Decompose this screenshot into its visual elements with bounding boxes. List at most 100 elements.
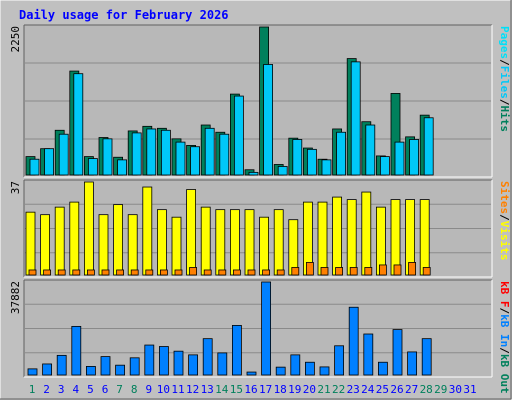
bar-sites-day-8 <box>130 269 139 276</box>
bar-kb-in-day-9 <box>144 344 155 376</box>
bar-files-day-9 <box>146 128 157 176</box>
day-label-24: 24 <box>361 383 375 396</box>
day-label-5: 5 <box>87 383 94 396</box>
day-label-18: 18 <box>274 383 287 396</box>
day-label-15: 15 <box>230 383 243 396</box>
bar-kb-in-day-28 <box>421 338 432 376</box>
day-label-23: 23 <box>347 383 360 396</box>
bar-sites-day-2 <box>43 269 51 276</box>
bar-kb-in-day-12 <box>188 354 199 376</box>
day-label-31: 31 <box>463 383 476 396</box>
bar-kb-in-day-24 <box>363 333 374 376</box>
day-label-19: 19 <box>288 383 301 396</box>
bar-files-day-10 <box>160 129 171 176</box>
bar-files-day-24 <box>365 124 376 176</box>
bar-files-day-18 <box>277 166 288 176</box>
bar-kb-in-day-23 <box>348 306 359 376</box>
bar-sites-day-4 <box>72 269 81 276</box>
day-label-10: 10 <box>157 383 170 396</box>
legend-part: Hits <box>498 106 511 133</box>
day-label-27: 27 <box>405 383 418 396</box>
bar-files-day-14 <box>219 133 230 176</box>
day-label-2: 2 <box>43 383 50 396</box>
bar-sites-day-9 <box>145 269 154 276</box>
bar-kb-in-day-15 <box>231 325 242 376</box>
bar-visits-day-22 <box>332 196 343 276</box>
bar-files-day-4 <box>73 73 84 176</box>
day-label-8: 8 <box>131 383 138 396</box>
bar-sites-day-11 <box>174 269 183 276</box>
bar-visits-day-19 <box>288 219 299 276</box>
bar-kb-in-day-14 <box>217 352 228 376</box>
bar-visits-day-8 <box>127 214 138 276</box>
bar-visits-day-23 <box>346 199 357 276</box>
bar-kb-in-day-6 <box>100 356 111 376</box>
bar-visits-day-18 <box>273 209 284 276</box>
day-label-16: 16 <box>244 383 257 396</box>
y-axis-max-label: 37882 <box>9 281 22 314</box>
bar-sites-day-28 <box>422 267 431 276</box>
bar-visits-day-7 <box>113 204 123 276</box>
bar-visits-day-21 <box>317 201 328 276</box>
bar-files-day-22 <box>336 131 347 176</box>
bar-kb-in-day-16 <box>246 371 257 376</box>
bar-visits-day-28 <box>419 199 430 276</box>
bar-sites-day-10 <box>159 269 168 276</box>
legend-part: kB In <box>498 314 511 347</box>
bar-visits-day-16 <box>244 209 255 276</box>
bar-sites-day-13 <box>203 269 212 276</box>
legend-part: / <box>498 214 511 221</box>
series-legend: Sites/Visits <box>498 181 511 261</box>
day-label-13: 13 <box>201 383 214 396</box>
bar-visits-day-17 <box>259 216 270 276</box>
day-label-11: 11 <box>171 383 184 396</box>
bar-sites-day-16 <box>247 269 256 276</box>
series-legend: Pages/Files/Hits <box>498 26 511 132</box>
legend-part: kB Out <box>498 354 511 394</box>
day-label-17: 17 <box>259 383 272 396</box>
bar-visits-day-3 <box>54 206 65 276</box>
bar-kb-in-day-5 <box>86 366 96 376</box>
bar-kb-in-day-3 <box>56 354 67 376</box>
bar-sites-day-14 <box>218 269 227 276</box>
panel-kbf-kbin: 37882 kB F/kB In/kB Out <box>9 279 511 394</box>
day-label-7: 7 <box>116 383 123 396</box>
day-label-26: 26 <box>390 383 403 396</box>
bar-sites-day-21 <box>320 267 329 276</box>
bar-visits-day-10 <box>156 209 167 276</box>
bar-sites-day-18 <box>276 269 285 276</box>
day-axis-labels: 1 2 3 4 5 6 7 8 9 10 11 12 13 14 15 16 17 18 19 20 21 22 23 24 2… <box>29 383 477 396</box>
bar-kb-in-day-1 <box>27 368 38 376</box>
bar-sites-day-15 <box>232 269 241 276</box>
bar-visits-day-15 <box>229 209 240 276</box>
bar-sites-day-7 <box>116 269 124 276</box>
day-label-9: 9 <box>145 383 152 396</box>
day-label-20: 20 <box>303 383 316 396</box>
bar-kb-in-day-20 <box>304 361 315 376</box>
bar-visits-day-14 <box>215 209 226 276</box>
bar-files-day-7 <box>117 159 127 176</box>
bar-files-day-27 <box>409 139 420 176</box>
bar-kb-in-day-25 <box>377 361 388 376</box>
bar-sites-day-27 <box>408 262 417 276</box>
day-label-12: 12 <box>186 383 199 396</box>
bar-kb-in-day-27 <box>407 351 418 376</box>
bar-visits-day-2 <box>40 214 50 276</box>
bar-visits-day-5 <box>84 181 94 276</box>
bar-visits-day-12 <box>186 189 197 276</box>
bar-files-day-3 <box>58 133 69 176</box>
bar-visits-day-24 <box>361 191 372 276</box>
day-label-14: 14 <box>215 383 229 396</box>
bar-files-day-17 <box>263 64 274 176</box>
day-label-4: 4 <box>72 383 79 396</box>
bar-visits-day-9 <box>142 186 153 276</box>
bar-files-day-23 <box>350 61 361 176</box>
day-label-30: 30 <box>449 383 462 396</box>
bar-visits-day-6 <box>98 214 109 276</box>
bar-files-day-2 <box>44 148 54 176</box>
series-legend: kB F/kB In/kB Out <box>498 281 511 394</box>
bar-visits-day-13 <box>200 206 211 276</box>
day-label-1: 1 <box>29 383 36 396</box>
bar-kb-in-day-21 <box>319 366 330 376</box>
